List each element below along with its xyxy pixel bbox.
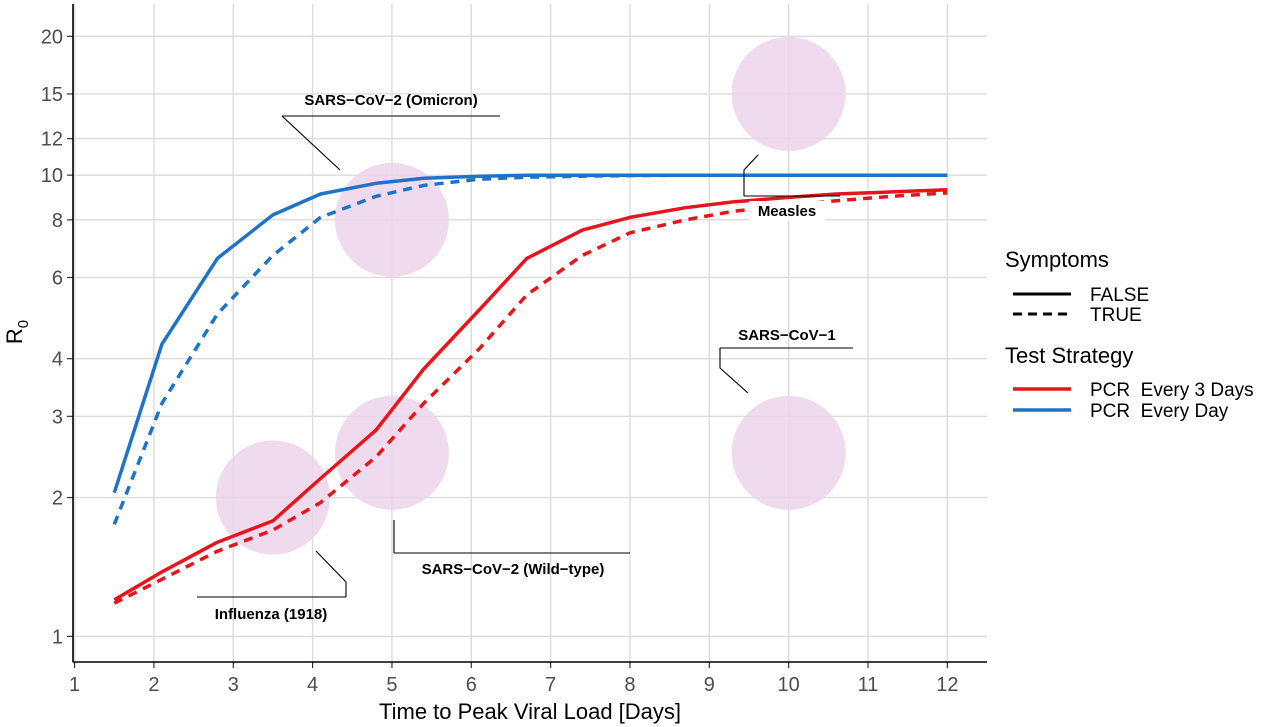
x-tick-label: 12 [936, 674, 958, 696]
y-axis-title: R [2, 328, 27, 344]
annotation-label: Influenza (1918) [215, 606, 328, 623]
annotation-label: SARS−CoV−1 [738, 327, 836, 344]
series-line [112, 173, 948, 525]
y-tick-label: 8 [52, 210, 63, 232]
legend-label-false: FALSE [1090, 285, 1149, 306]
y-tick-label: 20 [41, 26, 63, 48]
y-axis-title-group: R0 [2, 320, 32, 344]
svg-text:R0: R0 [2, 320, 32, 344]
annotation-label-bg [749, 201, 825, 221]
y-tick-label: 15 [41, 84, 63, 106]
annotation-label: Measles [758, 203, 816, 220]
x-tick-label: 6 [466, 674, 477, 696]
pathogen-bubble [731, 395, 846, 510]
legend-symptoms-title: Symptoms [1005, 247, 1109, 272]
x-tick-label: 11 [858, 674, 879, 696]
pathogen-bubble [731, 36, 846, 151]
pathogen-bubble [334, 162, 449, 277]
x-tick-label: 4 [307, 674, 318, 696]
x-tick-label: 9 [704, 674, 715, 696]
legend-label-pcr3: PCR Every 3 Days [1090, 380, 1254, 401]
annotation-leader [281, 115, 341, 171]
pathogen-bubble [215, 440, 330, 555]
x-tick-label: 2 [148, 674, 159, 696]
grid [73, 4, 987, 662]
legend-label-true: TRUE [1090, 305, 1142, 326]
x-tick-label: 1 [69, 674, 80, 696]
pathogen-bubbles [215, 36, 846, 555]
y-axis-title-subscript: 0 [15, 320, 32, 328]
y-tick-label: 6 [52, 267, 63, 289]
legend: Symptoms FALSE TRUE Test Strategy PCR Ev… [1005, 247, 1254, 422]
x-axis-title: Time to Peak Viral Load [Days] [379, 699, 681, 724]
y-tick-label: 10 [41, 165, 63, 187]
legend-label-pcr1: PCR Every Day [1090, 401, 1229, 422]
annotation-label: SARS−CoV−2 (Omicron) [304, 92, 477, 109]
annotation-leader [719, 348, 749, 394]
annotation-leader [743, 154, 759, 196]
pathogen-bubble [334, 395, 449, 510]
annotation-leader [315, 550, 347, 597]
y-tick-label: 3 [52, 406, 63, 428]
annotations: SARS−CoV−2 (Omicron) Measles SARS−CoV−1 SAR… [197, 92, 853, 623]
legend-strategy-title: Test Strategy [1005, 343, 1133, 368]
y-tick-label: 4 [52, 349, 63, 371]
x-tick-label: 10 [778, 674, 800, 696]
x-tick-label: 5 [386, 674, 397, 696]
x-tick-label: 8 [624, 674, 635, 696]
annotation-label: SARS−CoV−2 (Wild−type) [422, 561, 605, 578]
y-tick-label: 2 [52, 488, 63, 510]
y-tick-label: 12 [41, 129, 63, 151]
x-tick-label: 3 [228, 674, 239, 696]
y-tick-label: 1 [52, 626, 63, 648]
x-tick-label: 7 [545, 674, 556, 696]
